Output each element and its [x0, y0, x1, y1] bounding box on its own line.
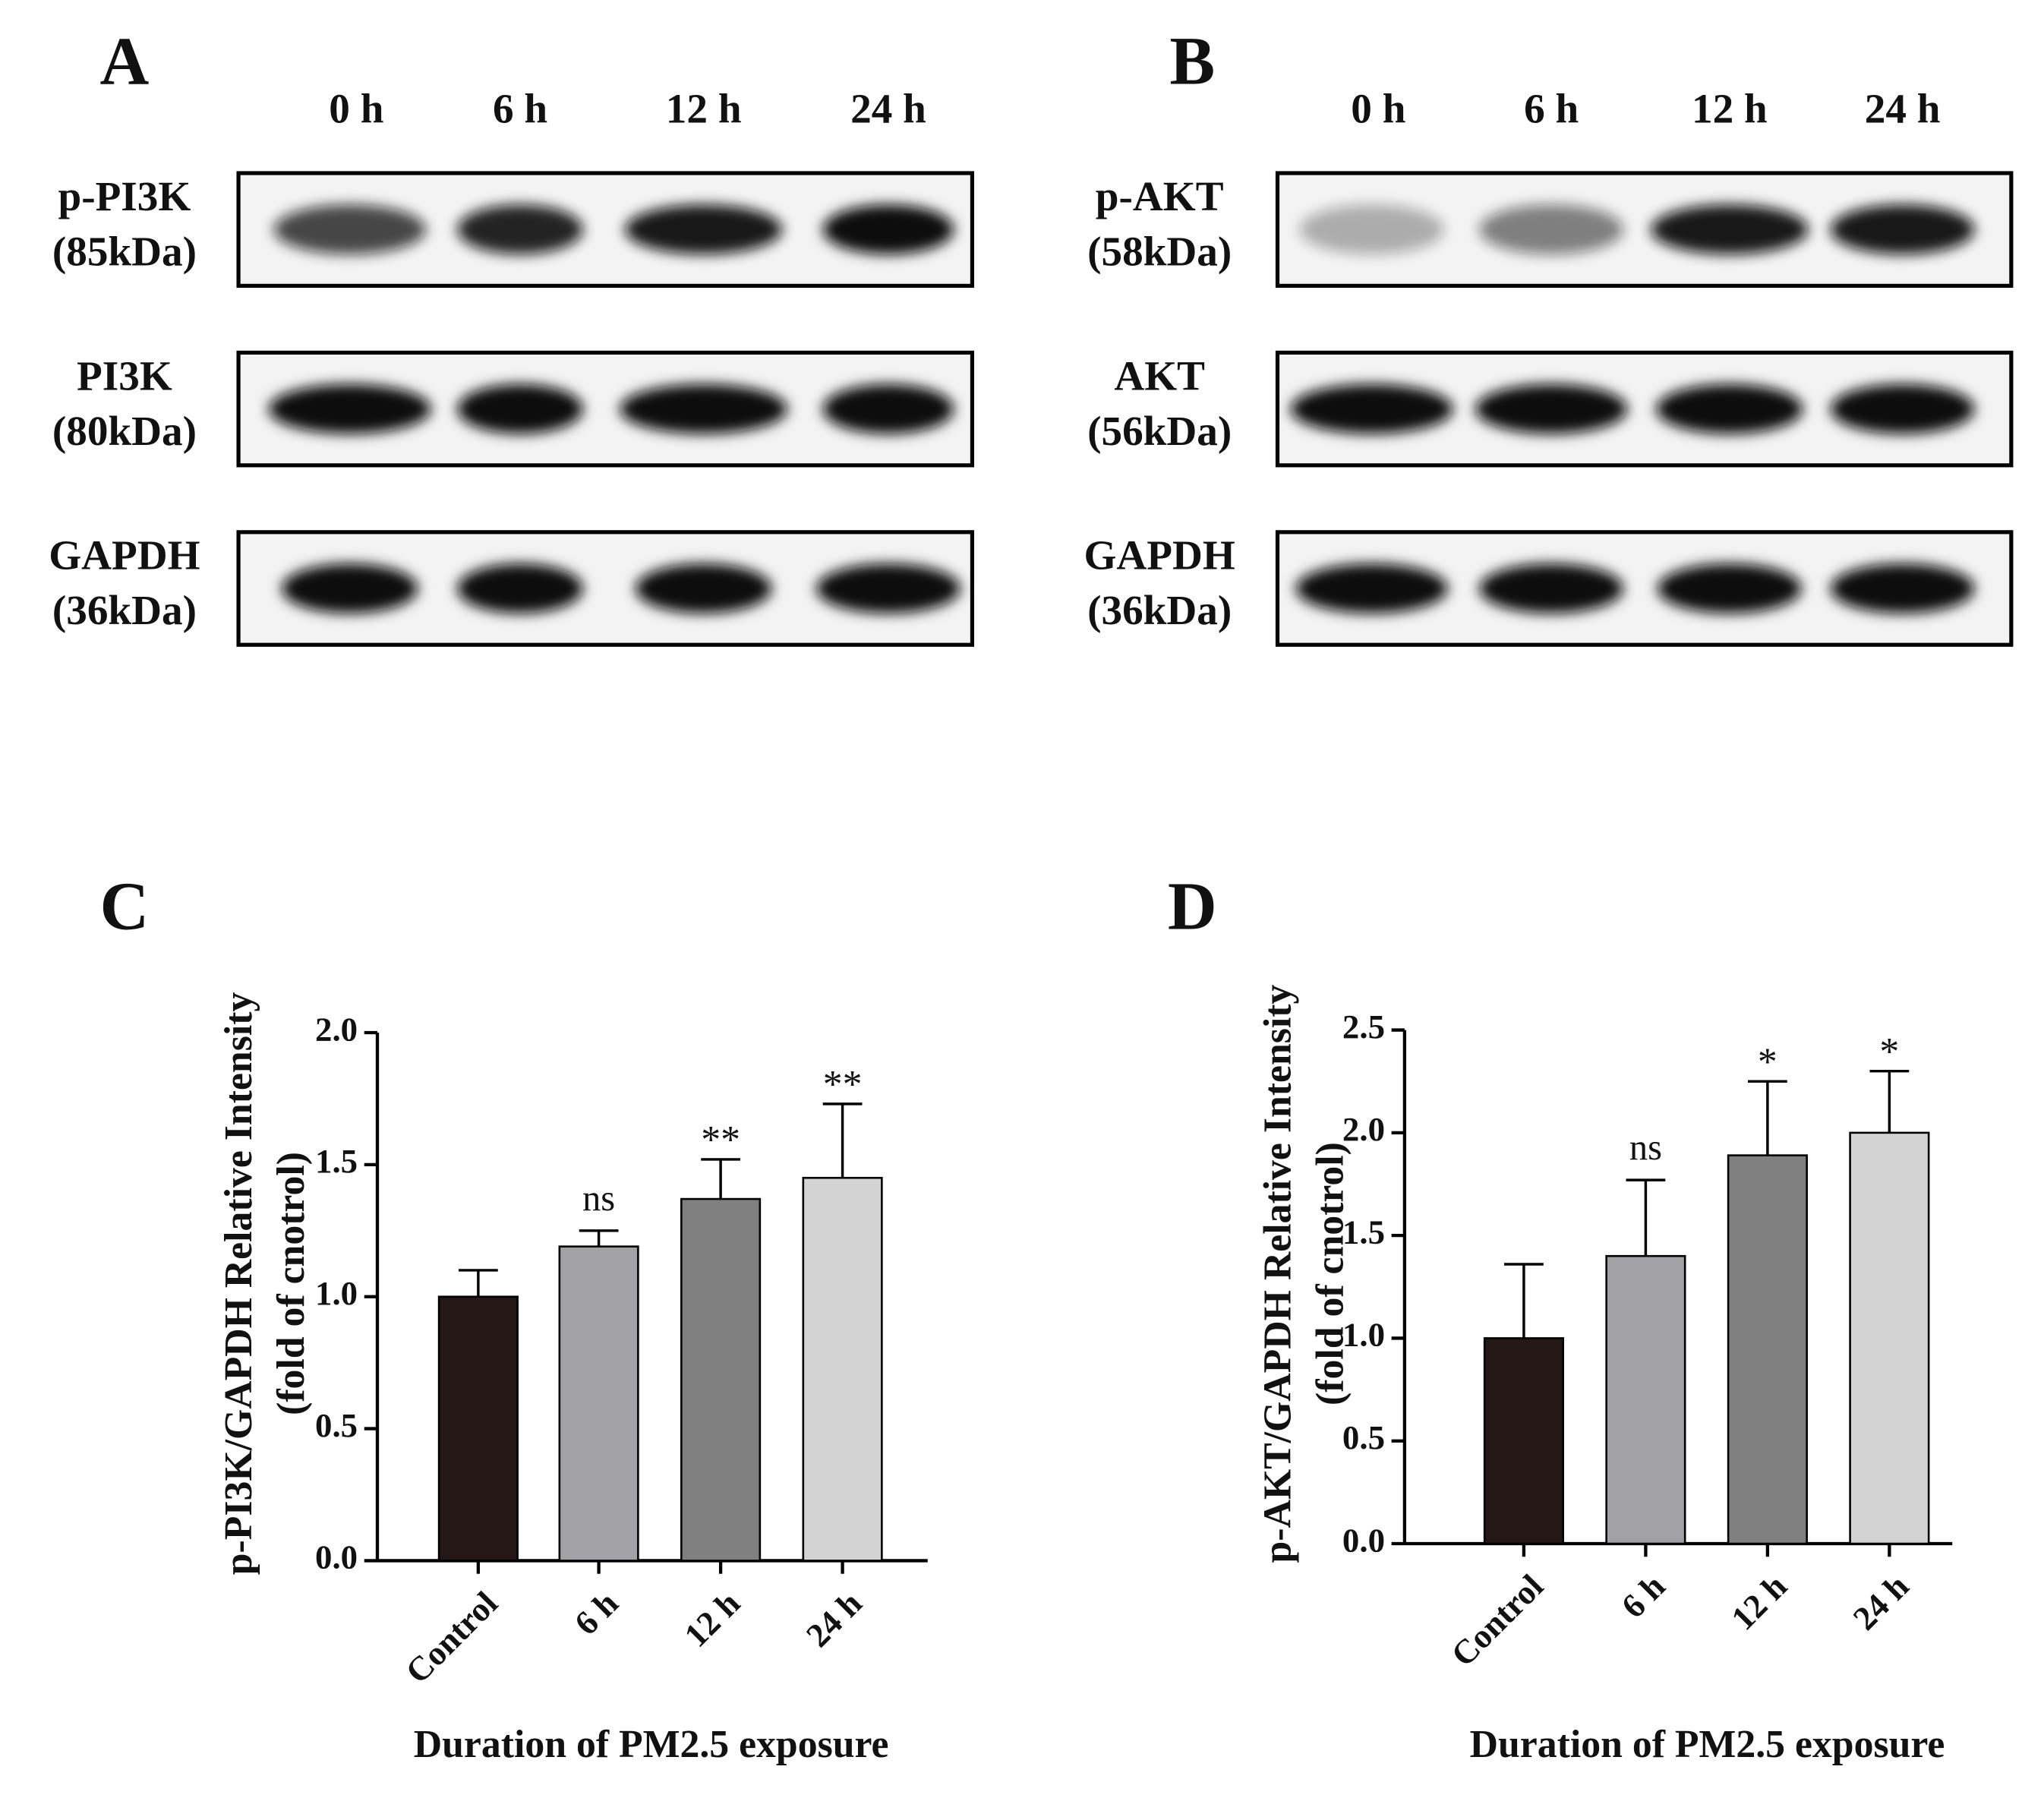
y-tick-label: 1.5 — [1342, 1213, 1385, 1251]
blot-band — [1830, 383, 1975, 434]
row-size: (80kDa) — [52, 408, 197, 454]
x-tick-label: 24 h — [799, 1584, 869, 1654]
x-tick-label: 6 h — [567, 1584, 626, 1642]
y-tick-label: 0.5 — [1342, 1418, 1385, 1456]
blot-band — [273, 204, 426, 254]
lane-label: 12 h — [1692, 85, 1768, 131]
panel-letter: A — [100, 24, 150, 99]
row-label: GAPDH — [1084, 532, 1235, 579]
x-axis-label: Duration of PM2.5 exposure — [414, 1723, 889, 1766]
row-label: PI3K — [77, 352, 172, 399]
lane-label: 6 h — [1524, 85, 1579, 131]
blot-band — [625, 204, 783, 254]
blot-band — [457, 204, 583, 254]
panel-letter: D — [1168, 869, 1217, 945]
x-tick-label: 24 h — [1846, 1567, 1916, 1638]
y-tick-label: 1.5 — [315, 1142, 358, 1180]
blot-band — [282, 563, 418, 614]
row-label: p-AKT — [1096, 173, 1224, 219]
bar — [1605, 1254, 1686, 1545]
lane-label: 12 h — [666, 85, 742, 131]
lane-label: 24 h — [850, 85, 926, 131]
blot-band — [1651, 204, 1809, 254]
lane-label: 0 h — [1351, 85, 1405, 131]
y-tick-label: 2.0 — [315, 1010, 358, 1048]
y-tick-label: 1.0 — [315, 1274, 358, 1312]
y-tick-label: 2.0 — [1342, 1110, 1385, 1148]
row-size: (56kDa) — [1087, 408, 1232, 454]
blot-band — [457, 563, 583, 614]
bar — [1727, 1154, 1808, 1545]
blot-band — [268, 383, 431, 434]
bar — [802, 1176, 883, 1562]
lane-label: 24 h — [1865, 85, 1941, 131]
y-axis-label: (fold of cnotrol) — [1309, 1142, 1352, 1405]
bar — [680, 1197, 762, 1562]
blot-band — [822, 383, 954, 434]
x-tick-label: 6 h — [1614, 1567, 1673, 1626]
significance-label: ** — [701, 1118, 740, 1162]
row-size: (36kDa) — [1087, 587, 1232, 633]
row-label: GAPDH — [49, 532, 200, 579]
blot-band — [1479, 204, 1624, 254]
panel-letter: C — [100, 869, 150, 945]
blot-band — [1290, 383, 1453, 434]
lane-label: 6 h — [493, 85, 547, 131]
bar — [558, 1245, 639, 1562]
significance-label: ns — [1629, 1128, 1662, 1168]
y-tick-label: 0.0 — [1342, 1521, 1385, 1559]
blot-band — [822, 204, 954, 254]
blot-band — [457, 383, 583, 434]
panel-letter: B — [1169, 24, 1215, 99]
x-tick-label: 12 h — [1724, 1567, 1794, 1638]
blot-band — [620, 383, 788, 434]
significance-label: ns — [582, 1178, 615, 1219]
blot-band — [1830, 563, 1975, 614]
blot-band — [635, 563, 772, 614]
bar — [437, 1295, 519, 1562]
lane-label: 0 h — [329, 85, 383, 131]
x-axis-label: Duration of PM2.5 exposure — [1470, 1723, 1945, 1766]
bar — [1483, 1337, 1564, 1545]
row-size: (36kDa) — [52, 587, 197, 633]
significance-label: ** — [823, 1063, 863, 1106]
x-tick-label: Control — [398, 1584, 505, 1691]
blot-band — [816, 563, 960, 614]
x-tick-label: Control — [1443, 1567, 1550, 1674]
y-axis-label: (fold of cnotrol) — [270, 1152, 313, 1415]
bar — [1849, 1131, 1930, 1545]
y-axis-label: p-AKT/GAPDH Relative Intensity — [1257, 984, 1300, 1563]
blot-band — [1479, 563, 1624, 614]
blot-band — [1475, 383, 1628, 434]
y-tick-label: 2.5 — [1342, 1008, 1385, 1046]
row-size: (85kDa) — [52, 228, 197, 274]
blot-band — [1299, 204, 1444, 254]
x-tick-label: 12 h — [677, 1584, 748, 1654]
blot-band — [1656, 383, 1803, 434]
y-tick-label: 0.5 — [315, 1406, 358, 1444]
row-size: (58kDa) — [1087, 228, 1232, 274]
significance-label: * — [1758, 1040, 1777, 1084]
row-label: AKT — [1114, 352, 1205, 399]
y-tick-label: 0.0 — [315, 1538, 358, 1576]
blot-band — [1657, 563, 1802, 614]
y-tick-label: 1.0 — [1342, 1316, 1385, 1354]
blot-band — [1295, 563, 1448, 614]
row-label: p-PI3K — [58, 173, 191, 219]
y-axis-label: p-PI3K/GAPDH Relative Intensity — [217, 992, 260, 1576]
blot-band — [1830, 204, 1975, 254]
significance-label: * — [1879, 1030, 1899, 1074]
